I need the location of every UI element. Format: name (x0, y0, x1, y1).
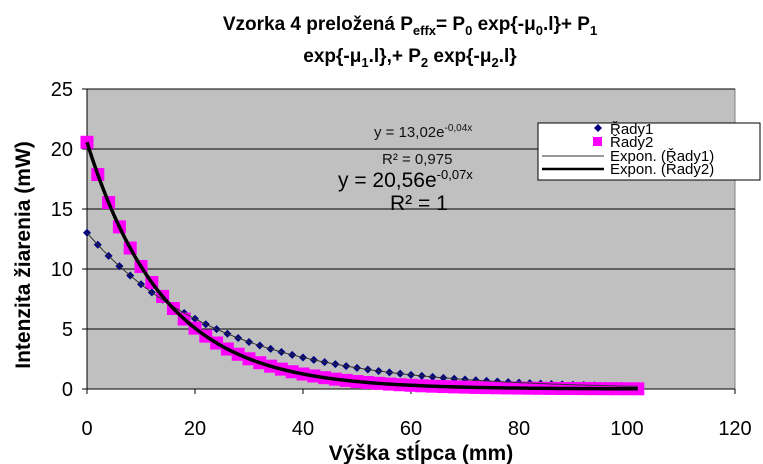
x-tick-label-6: 120 (718, 418, 751, 440)
x-tick-label-4: 80 (508, 418, 530, 440)
trendline-equation-1: y = 13,02e-0,04x (374, 123, 472, 141)
x-tick-label-5: 100 (610, 418, 643, 440)
trendline-equation-2: y = 20,56e-0,07x (338, 167, 473, 192)
legend: Řady1 Řady2 Expon. (Řady1) Expon. (Řady2… (537, 121, 761, 181)
legend-label-trend-1: Expon. (Řady1) (610, 148, 714, 165)
y-tick-label-1: 5 (62, 319, 73, 341)
legend-box (537, 122, 761, 181)
legend-label-series-2: Řady2 (610, 134, 653, 151)
chart-title-line-1: Vzorka 4 preložená Peffx= P0 exp{-μ0.l}+… (223, 14, 597, 38)
y-tick-label-2: 10 (51, 259, 73, 281)
x-axis-ticks: 0 20 40 60 80 100 120 (81, 388, 752, 440)
trendline-r2-2: R² = 1 (390, 192, 448, 215)
legend-label-series-1: Řady1 (610, 121, 653, 138)
y-tick-label-5: 25 (51, 79, 73, 101)
x-tick-label-3: 60 (400, 418, 422, 440)
y-tick-label-0: 0 (62, 379, 73, 401)
x-axis-label: Výška stĺpca (mm) (329, 441, 513, 464)
chart-title: Vzorka 4 preložená Peffx= P0 exp{-μ0.l}+… (223, 14, 597, 70)
trendline-1 (86, 232, 638, 387)
x-tick-label-0: 0 (81, 418, 92, 440)
trendlines (85, 141, 638, 391)
legend-marker-series-1 (594, 124, 602, 132)
trendline-2 (85, 141, 638, 391)
y-axis-label: Intenzita žiarenia (mW) (12, 141, 35, 369)
legend-label-trend-2: Expon. (Řady2) (610, 161, 714, 178)
y-tick-label-3: 15 (51, 199, 73, 221)
legend-marker-series-2 (593, 137, 602, 146)
x-tick-label-1: 20 (184, 418, 206, 440)
chart-title-line-2: exp{-μ1.l},+ P2 exp{-μ2.l} (303, 46, 517, 70)
y-axis-ticks: 0 5 10 15 20 25 (51, 79, 88, 401)
y-tick-label-4: 20 (51, 139, 73, 161)
trendline-r2-1: R² = 0,975 (382, 151, 452, 168)
x-tick-label-2: 40 (292, 418, 314, 440)
